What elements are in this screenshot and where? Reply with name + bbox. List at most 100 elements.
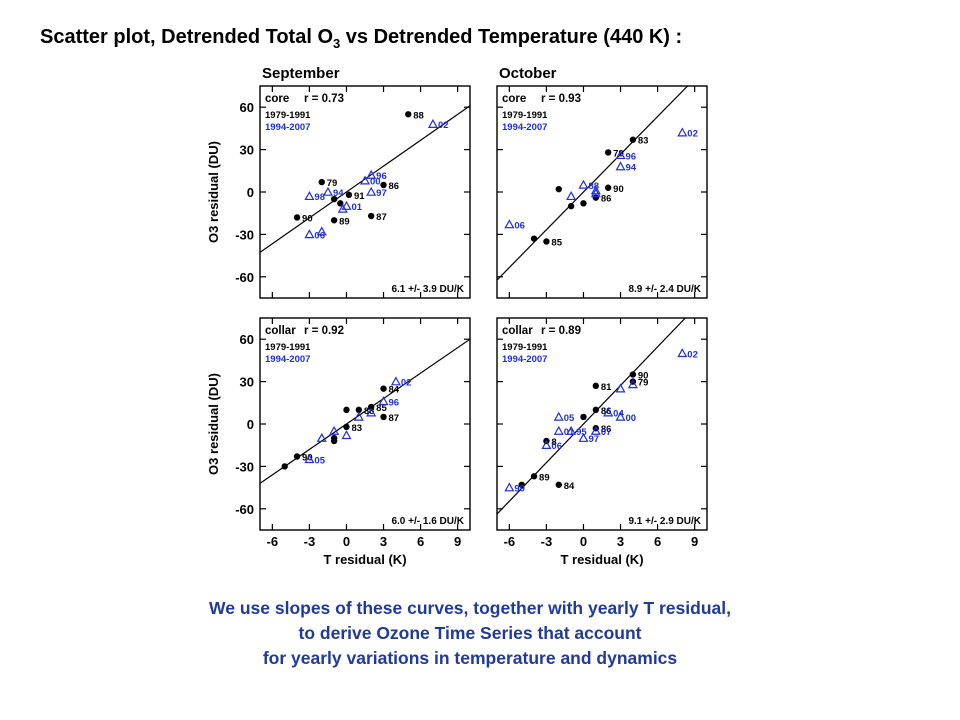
y-tick-label: -60 [235,502,254,517]
data-point [367,403,375,411]
data-label: 87 [376,212,387,223]
data-point [530,235,538,242]
data-point [603,407,614,417]
data-point [341,200,352,210]
data-point [590,425,601,435]
slide-title: Scatter plot, Detrended Total O3 vs Detr… [40,26,682,51]
data-point [304,454,315,464]
y-tick-label: 30 [240,143,254,158]
x-tick-label: 3 [617,534,624,549]
data-label: 07 [601,427,612,438]
data-point [592,382,600,390]
data-point [341,430,352,440]
data-label: 89 [539,472,550,483]
y-axis-label: O3 residual (DU) [206,373,221,475]
data-point [378,396,389,406]
data-point [366,407,377,417]
data-point [590,188,601,198]
data-point [592,194,600,201]
data-point [543,238,550,245]
region-label: core [502,93,526,105]
data-point [627,379,638,389]
x-axis-label: T residual (K) [560,552,643,567]
y-tick-label: -60 [235,270,254,285]
x-tick-label: 9 [691,534,698,549]
data-label: 00 [370,177,381,188]
slope-label: 6.0 +/- 1.6 DU/K [391,516,464,527]
data-label: 02 [687,129,698,140]
data-label: 06 [551,441,562,452]
caption: We use slopes of these curves, together … [0,596,940,671]
data-point [318,178,325,186]
data-point [343,406,350,414]
data-point [530,473,538,480]
x-tick-label: 6 [417,534,424,549]
data-label: 90 [613,184,624,195]
data-label: 90 [638,371,649,382]
data-label: 05 [564,413,575,424]
data-point [353,411,364,421]
data-point [553,411,564,421]
data-point [567,202,575,210]
data-point [578,179,589,189]
column-title-october: October [499,65,557,82]
data-label: 89 [339,216,350,227]
data-label: 85 [376,403,387,414]
y-axis-label: O3 residual (DU) [206,141,221,243]
legend-entry-early: 1979-1991 [502,110,548,121]
data-point [337,200,344,207]
data-point [345,191,353,199]
legend-entry-late: 1994-2007 [265,122,310,133]
data-point [592,406,600,414]
data-label: 94 [333,188,344,199]
correlation-label: r = 0.89 [541,325,581,337]
fit-line [260,338,470,484]
data-label: 79 [638,378,649,389]
data-point [304,229,315,239]
data-label: 79 [327,178,338,189]
data-label: 02 [438,120,449,131]
data-label: 96 [376,171,387,182]
legend-entry-early: 1979-1991 [502,342,548,353]
x-tick-label: 3 [380,534,387,549]
data-point [316,226,327,236]
data-label: 94 [626,163,637,174]
data-point [555,185,562,193]
data-label: 06 [514,221,525,232]
data-point [541,439,552,449]
data-label: 88 [588,181,599,192]
data-label: 06 [314,230,325,241]
data-point [330,217,338,224]
data-point [366,169,377,179]
data-label: 01 [351,202,362,213]
data-point [366,186,377,196]
data-point [615,411,626,421]
y-tick-label: 60 [240,332,254,347]
data-point [330,195,338,203]
data-label: 90 [302,213,313,224]
correlation-label: r = 0.93 [541,93,581,105]
caption-line-1: We use slopes of these curves, together … [209,598,731,618]
x-axis-label: T residual (K) [323,552,406,567]
data-point [316,432,327,442]
correlation-label: r = 0.92 [304,325,344,337]
series-1979-1991: 88 79 86 91 90 87 89 [293,110,424,227]
region-label: collar [265,325,296,337]
data-point [518,481,525,488]
x-tick-label: 0 [580,534,587,549]
data-point [380,385,387,392]
data-point [322,186,333,196]
region-label: core [265,93,289,105]
data-point [590,185,601,195]
data-point [604,184,612,191]
data-label: 84 [389,385,400,396]
data-point [380,413,387,421]
